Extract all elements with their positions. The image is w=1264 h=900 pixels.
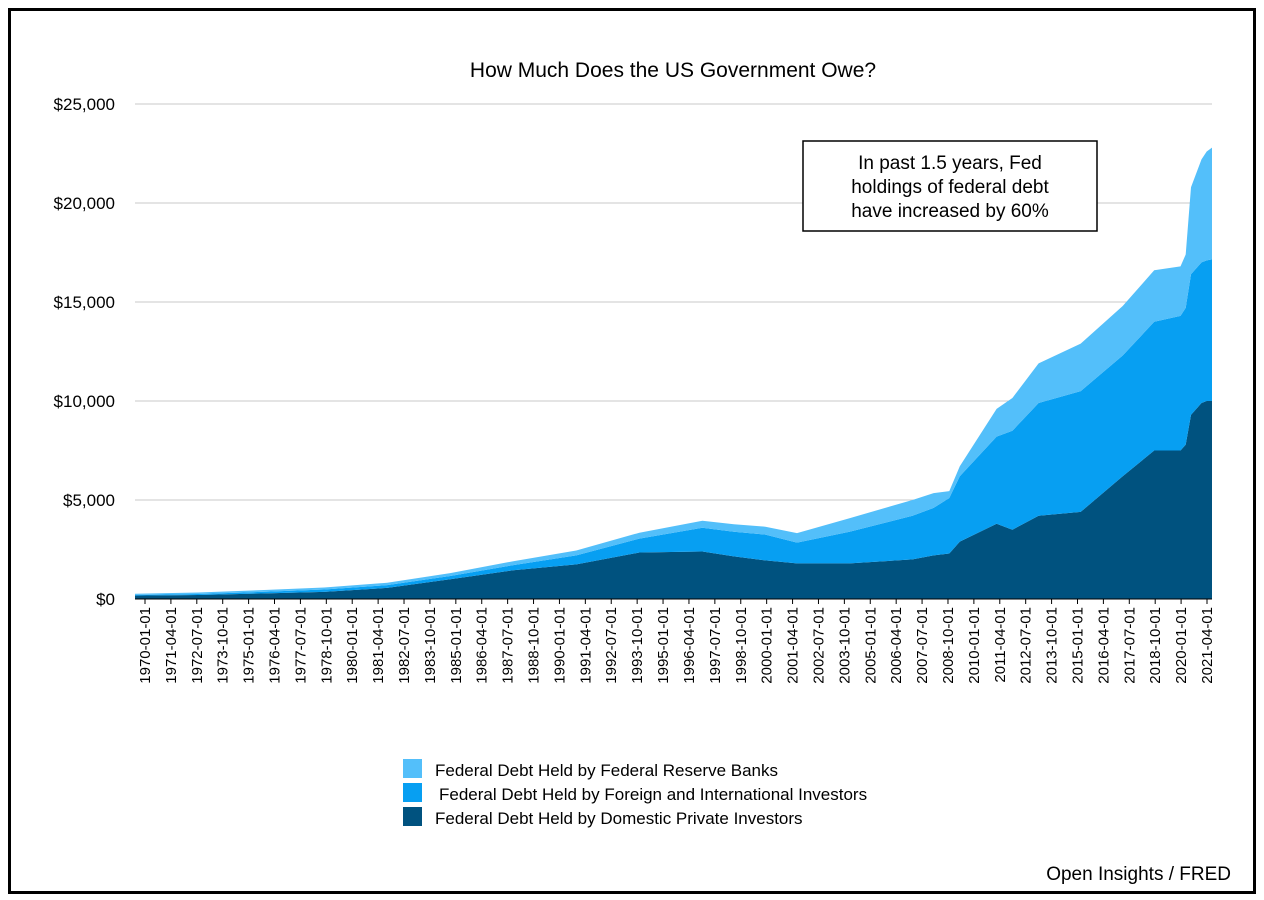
x-tick-label: 1986-04-01 bbox=[474, 607, 491, 684]
x-tick-label: 2012-07-01 bbox=[1018, 607, 1035, 684]
x-tick-label: 1993-10-01 bbox=[629, 607, 646, 684]
x-tick-label: 2000-01-01 bbox=[759, 607, 776, 684]
area-series-group bbox=[135, 147, 1212, 599]
legend-swatch-domestic bbox=[403, 807, 422, 826]
x-tick-label: 2017-07-01 bbox=[1121, 607, 1138, 684]
x-tick-label: 1983-10-01 bbox=[422, 607, 439, 684]
x-tick-label: 2001-04-01 bbox=[785, 607, 802, 684]
y-axis-ticks: $0 $5,000 $10,000 $15,000 $20,000 $25,000 bbox=[54, 95, 115, 609]
legend-swatch-foreign bbox=[403, 783, 422, 802]
x-tick-label: 2015-01-01 bbox=[1069, 607, 1086, 684]
annotation-box: In past 1.5 years, Fed holdings of feder… bbox=[802, 140, 1098, 232]
chart-frame: How Much Does the US Government Owe? $0 $… bbox=[8, 8, 1256, 894]
y-tick-label: $5,000 bbox=[63, 491, 115, 510]
x-tick-label: 2018-10-01 bbox=[1147, 607, 1164, 684]
area-foreign-international bbox=[135, 259, 1212, 596]
area-domestic-private bbox=[135, 401, 1212, 599]
y-tick-label: $0 bbox=[96, 590, 115, 609]
x-tick-label: 1975-01-01 bbox=[241, 607, 258, 684]
legend: Federal Debt Held by Federal Reserve Ban… bbox=[403, 759, 867, 828]
annotation-line-1: In past 1.5 years, Fed bbox=[858, 153, 1042, 174]
y-tick-label: $15,000 bbox=[54, 293, 115, 312]
x-tick-label: 1976-04-01 bbox=[267, 607, 284, 684]
x-tick-label: 1988-10-01 bbox=[526, 607, 543, 684]
x-tick-label: 1997-07-01 bbox=[707, 607, 724, 684]
x-tick-label: 2007-07-01 bbox=[914, 607, 931, 684]
x-tick-label: 2005-01-01 bbox=[862, 607, 879, 684]
x-tick-label: 1982-07-01 bbox=[396, 607, 413, 684]
chart-title: How Much Does the US Government Owe? bbox=[470, 59, 876, 82]
annotation-line-3: have increased by 60% bbox=[851, 201, 1049, 222]
x-tick-label: 1991-04-01 bbox=[577, 607, 594, 684]
x-tick-label: 1980-01-01 bbox=[344, 607, 361, 684]
x-tick-label: 1995-01-01 bbox=[655, 607, 672, 684]
x-tick-label: 2010-01-01 bbox=[966, 607, 983, 684]
x-tick-label: 1970-01-01 bbox=[137, 607, 154, 684]
legend-label-foreign: Federal Debt Held by Foreign and Interna… bbox=[439, 785, 867, 804]
y-tick-label: $25,000 bbox=[54, 95, 115, 114]
x-tick-label: 2011-04-01 bbox=[992, 607, 1009, 683]
chart-svg: How Much Does the US Government Owe? $0$… bbox=[54, 59, 1231, 885]
legend-label-fed-reserve: Federal Debt Held by Federal Reserve Ban… bbox=[435, 761, 778, 780]
x-tick-label: 1998-10-01 bbox=[733, 607, 750, 684]
x-tick-label: 1985-01-01 bbox=[448, 607, 465, 684]
x-tick-label: 1992-07-01 bbox=[603, 607, 620, 684]
legend-swatch-fed-reserve bbox=[403, 759, 422, 778]
x-tick-label: 2016-04-01 bbox=[1095, 607, 1112, 684]
x-tick-label: 1996-04-01 bbox=[681, 607, 698, 684]
x-tick-label: 1987-07-01 bbox=[500, 607, 517, 684]
x-tick-label: 1972-07-01 bbox=[189, 607, 206, 684]
y-tick-label: $10,000 bbox=[54, 392, 115, 411]
x-tick-label: 1973-10-01 bbox=[215, 607, 232, 684]
x-tick-label: 1977-07-01 bbox=[292, 607, 309, 684]
annotation-line-2: holdings of federal debt bbox=[851, 177, 1049, 198]
x-tick-label: 2020-01-01 bbox=[1173, 607, 1190, 684]
x-tick-label: 2021-04-01 bbox=[1199, 607, 1216, 684]
source-credit: Open Insights / FRED bbox=[1046, 864, 1231, 885]
x-tick-label: 1981-04-01 bbox=[370, 607, 387, 684]
x-tick-label: 1990-01-01 bbox=[551, 607, 568, 684]
legend-label-domestic: Federal Debt Held by Domestic Private In… bbox=[435, 809, 803, 828]
x-tick-label: 1978-10-01 bbox=[318, 607, 335, 684]
x-tick-label: 2006-04-01 bbox=[888, 607, 905, 684]
x-axis-ticks: 1970-01-01 1971-04-01 1972-07-01 1973-10-01… bbox=[137, 599, 1216, 684]
x-tick-label: 2013-10-01 bbox=[1044, 607, 1061, 684]
x-tick-label: 2003-10-01 bbox=[836, 607, 853, 684]
x-tick-label: 2002-07-01 bbox=[810, 607, 827, 684]
x-tick-label: 1971-04-01 bbox=[163, 607, 180, 684]
x-tick-label: 2008-10-01 bbox=[940, 607, 957, 684]
y-tick-label: $20,000 bbox=[54, 194, 115, 213]
